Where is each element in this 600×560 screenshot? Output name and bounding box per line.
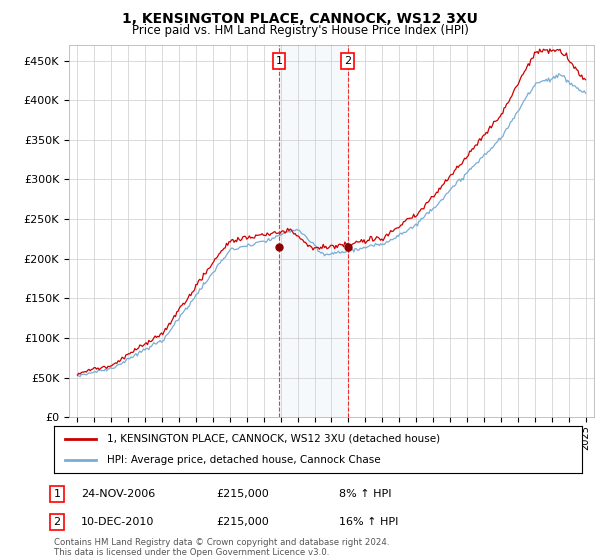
Text: 1, KENSINGTON PLACE, CANNOCK, WS12 3XU (detached house): 1, KENSINGTON PLACE, CANNOCK, WS12 3XU (… xyxy=(107,434,440,444)
Text: 24-NOV-2006: 24-NOV-2006 xyxy=(81,489,155,499)
Text: 2: 2 xyxy=(344,56,351,66)
Text: £215,000: £215,000 xyxy=(216,517,269,527)
Text: 1: 1 xyxy=(53,489,61,499)
Bar xyxy=(279,45,347,417)
Text: £215,000: £215,000 xyxy=(216,489,269,499)
Text: 16% ↑ HPI: 16% ↑ HPI xyxy=(339,517,398,527)
Text: Contains HM Land Registry data © Crown copyright and database right 2024.
This d: Contains HM Land Registry data © Crown c… xyxy=(54,538,389,557)
Text: 1: 1 xyxy=(275,56,283,66)
Text: 1, KENSINGTON PLACE, CANNOCK, WS12 3XU: 1, KENSINGTON PLACE, CANNOCK, WS12 3XU xyxy=(122,12,478,26)
Text: 10-DEC-2010: 10-DEC-2010 xyxy=(81,517,154,527)
Text: HPI: Average price, detached house, Cannock Chase: HPI: Average price, detached house, Cann… xyxy=(107,455,380,465)
Text: 2: 2 xyxy=(53,517,61,527)
Text: Price paid vs. HM Land Registry's House Price Index (HPI): Price paid vs. HM Land Registry's House … xyxy=(131,24,469,37)
Text: 8% ↑ HPI: 8% ↑ HPI xyxy=(339,489,391,499)
